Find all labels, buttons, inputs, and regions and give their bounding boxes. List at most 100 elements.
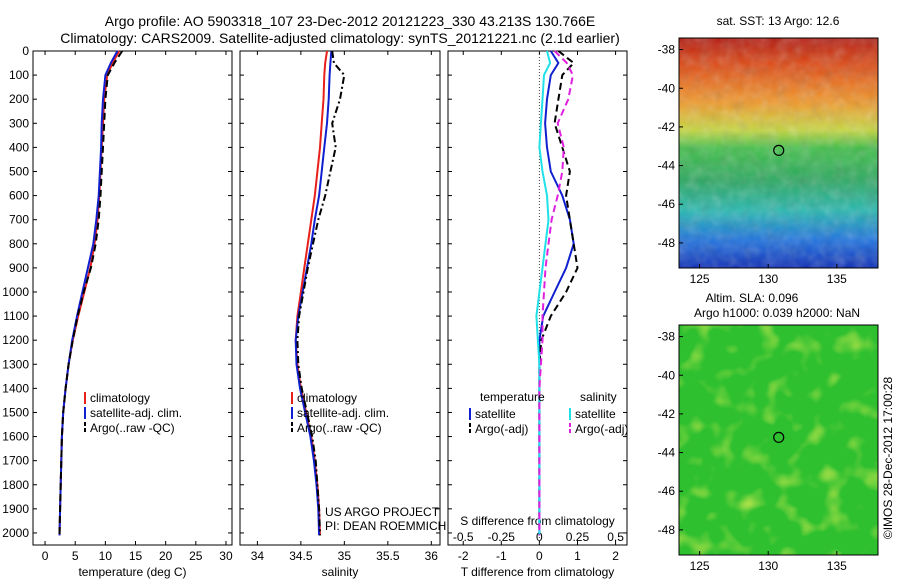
difference-xtick2-label: 0.25: [566, 530, 590, 544]
temperature-ytick-label: 1700: [2, 454, 29, 468]
temperature-ytick-label: 1400: [2, 381, 29, 395]
sst-map-panel: sat. SST: 13 Argo: 12.6 125 130 135 -38 -40 -…: [658, 14, 879, 286]
sla_map-ytick-label: -40: [658, 368, 676, 382]
difference-xtick-label: 2: [612, 549, 619, 563]
sla_map-ytick-label: -42: [658, 407, 676, 421]
difference-series-line: [538, 50, 574, 536]
salinity-xlabel: salinity: [322, 565, 359, 579]
salinity-legend-label: climatology: [297, 391, 357, 405]
temperature-xtick-label: 25: [189, 549, 203, 563]
temperature-ytick-label: 400: [9, 140, 29, 154]
difference-plot-frame: [447, 50, 628, 546]
sst-map-title: sat. SST: 13 Argo: 12.6: [717, 14, 840, 28]
temperature-ytick-label: 1900: [2, 502, 29, 516]
sst_map-xtick-label: 135: [827, 272, 847, 286]
difference-legend-group-title: salinity: [580, 390, 617, 404]
sst_map-ytick-label: -44: [658, 159, 676, 173]
difference-legend-label: satellite: [575, 407, 616, 421]
difference-xtick-label: -1: [496, 549, 507, 563]
temperature-ytick-label: 1800: [2, 478, 29, 492]
temperature-xtick-label: 15: [129, 549, 143, 563]
sst_map-ytick-label: -40: [658, 81, 676, 95]
header-line-1: Argo profile: AO 5903318_107 23-Dec-2012…: [105, 13, 595, 29]
salinity-xtick-label: 34: [251, 549, 265, 563]
difference-xlabel: T difference from climatology: [461, 565, 615, 579]
sst_map-ytick-label: -42: [658, 120, 676, 134]
temperature-ytick-label: 1500: [2, 405, 29, 419]
sla_map-ytick-label: -46: [658, 484, 676, 498]
sla_map-xtick-label: 125: [690, 559, 710, 573]
temperature-ytick-label: 600: [9, 189, 29, 203]
salinity-series-line: [294, 50, 333, 536]
temperature-xtick-label: 5: [72, 549, 79, 563]
sla-map-frame: [678, 324, 879, 556]
temperature-series-line: [58, 50, 124, 536]
difference-legend-group-title: temperature: [480, 390, 545, 404]
temperature-plot-frame: [32, 50, 233, 546]
sla-map-title: Altim. SLA: 0.096: [706, 291, 799, 305]
temperature-ytick-label: 1200: [2, 333, 29, 347]
salinity-xtick-label: 36: [425, 549, 439, 563]
difference-xtick-label: -2: [458, 549, 469, 563]
sst-map-frame: [678, 37, 879, 269]
sst_map-xtick-label: 130: [758, 272, 778, 286]
temperature-series-line: [58, 50, 119, 536]
project-credit-line-2: PI: DEAN ROEMMICH: [325, 519, 446, 533]
temperature-ytick-label: 1600: [2, 430, 29, 444]
difference-legend-label: satellite: [475, 407, 516, 421]
sla_map-ytick-label: -44: [658, 446, 676, 460]
difference-xtick2-label: -0.25: [488, 530, 516, 544]
difference-xlabel2: S difference from climatology: [460, 514, 615, 528]
sla_map-ytick-label: -38: [658, 330, 676, 344]
difference-legend-label: Argo(-adj): [475, 422, 528, 436]
project-credit-line-1: US ARGO PROJECT: [325, 505, 440, 519]
temperature-ytick-label: 2000: [2, 526, 29, 540]
difference-xtick2-label: 0.5: [607, 530, 624, 544]
sla_map-ytick-label: -48: [658, 523, 676, 537]
sst-map-texture: [679, 38, 878, 268]
temperature-xlabel: temperature (deg C): [78, 565, 186, 579]
temperature-ytick-label: 700: [9, 213, 29, 227]
temperature-xtick-label: 20: [159, 549, 173, 563]
header-line-2: Climatology: CARS2009. Satellite-adjuste…: [60, 30, 620, 46]
sla-map-panel: Altim. SLA: 0.096 Argo h1000: 0.039 h200…: [658, 291, 879, 573]
sst_map-ytick-label: -38: [658, 43, 676, 57]
difference-xtick2-label: -0.5: [453, 530, 474, 544]
timestamp-stamp: ©IMOS 28-Dec-2012 17:00:28: [881, 377, 895, 540]
sst_map-xtick-label: 125: [690, 272, 710, 286]
temperature-xtick-label: 30: [219, 549, 233, 563]
sla_map-argo-marker: [773, 431, 785, 443]
temperature-ytick-label: 100: [9, 68, 29, 82]
temperature-ytick-label: 300: [9, 116, 29, 130]
sla_map-xtick-label: 130: [758, 559, 778, 573]
sst_map-ytick-label: -46: [658, 197, 676, 211]
temperature-legend-label: climatology: [90, 391, 150, 405]
temperature-ytick-label: 900: [9, 261, 29, 275]
temperature-legend-label: Argo(..raw -QC): [90, 421, 175, 435]
temperature-ytick-label: 800: [9, 237, 29, 251]
sla-map-texture: [679, 325, 878, 555]
salinity-series-line: [296, 50, 346, 536]
sst_map-argo-marker: [773, 144, 785, 156]
salinity-legend-label: Argo(..raw -QC): [297, 421, 382, 435]
sla-map-subtitle: Argo h1000: 0.039 h2000: NaN: [694, 306, 860, 320]
salinity-xtick-label: 34.5: [289, 549, 313, 563]
temperature-ytick-label: 500: [9, 164, 29, 178]
temperature-xtick-label: 0: [42, 549, 49, 563]
temperature-ytick-label: 0: [22, 44, 29, 58]
salinity-plot-frame: [239, 50, 441, 546]
temperature-ytick-label: 1000: [2, 285, 29, 299]
sst_map-ytick-label: -48: [658, 236, 676, 250]
temperature-ytick-label: 1300: [2, 357, 29, 371]
temperature-ytick-label: 200: [9, 92, 29, 106]
difference-legend-label: Argo(-adj): [575, 422, 628, 436]
salinity-xtick-label: 35: [338, 549, 352, 563]
temperature-legend-label: satellite-adj. clim.: [90, 406, 182, 420]
salinity-legend-label: satellite-adj. clim.: [297, 406, 389, 420]
sla_map-xtick-label: 135: [827, 559, 847, 573]
difference-xtick-label: 1: [574, 549, 581, 563]
temperature-profile-panel: 0 5 10 15 20 25 300100200300400500600700800900…: [2, 44, 233, 579]
temperature-xtick-label: 10: [99, 549, 113, 563]
